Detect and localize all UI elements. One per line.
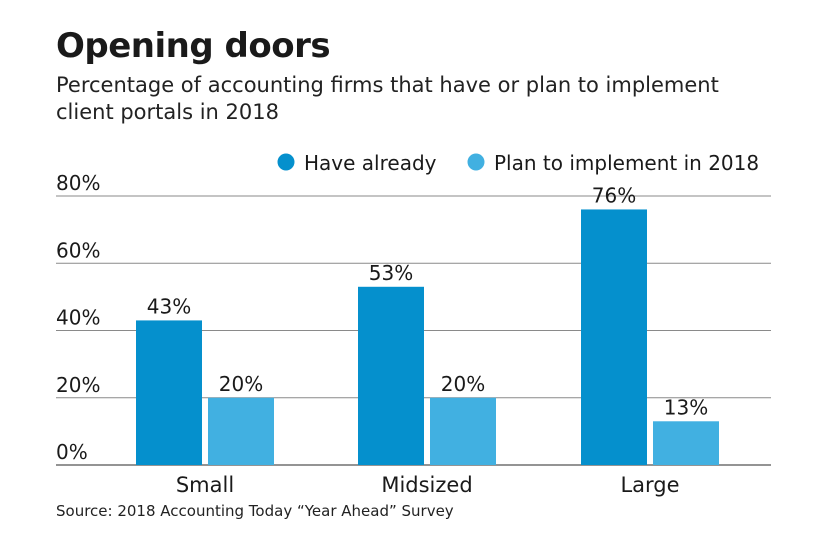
- y-tick-label: 0%: [56, 440, 88, 464]
- bar-chart: 0% 20% 40% 60% 80% 43% 20% Small 53% 20% Midsized 7…: [56, 151, 771, 497]
- legend-swatch-have-already: [277, 153, 295, 171]
- x-tick-label: Large: [620, 473, 679, 497]
- bar-plan-to-implement-large: [653, 421, 719, 465]
- bar-have-already-large: [581, 209, 647, 465]
- bar-value-label: 20%: [219, 372, 263, 396]
- bar-have-already-midsized: [358, 286, 424, 465]
- source-note: Source: 2018 Accounting Today “Year Ahea…: [56, 502, 454, 520]
- x-tick-label: Midsized: [381, 473, 472, 497]
- bar-plan-to-implement-midsized: [430, 397, 496, 465]
- bar-value-label: 76%: [592, 183, 636, 207]
- chart-title: Opening doors: [56, 26, 331, 66]
- bar-value-label: 20%: [441, 372, 485, 396]
- bar-value-label: 53%: [369, 261, 413, 285]
- bar-value-label: 13%: [664, 395, 708, 419]
- legend-label: Plan to implement in 2018: [494, 151, 759, 175]
- bar-value-label: 43%: [147, 294, 191, 318]
- legend-swatch-plan-to-implement: [467, 153, 485, 171]
- chart-subtitle: Percentage of accounting firms that have…: [56, 73, 719, 124]
- x-tick-label: Small: [176, 473, 234, 497]
- y-tick-label: 20%: [56, 373, 100, 397]
- bar-have-already-small: [136, 320, 202, 465]
- bar-plan-to-implement-small: [208, 397, 274, 465]
- legend-label: Have already: [304, 151, 437, 175]
- y-tick-label: 60%: [56, 238, 100, 262]
- y-tick-label: 40%: [56, 306, 100, 330]
- y-tick-label: 80%: [56, 171, 100, 195]
